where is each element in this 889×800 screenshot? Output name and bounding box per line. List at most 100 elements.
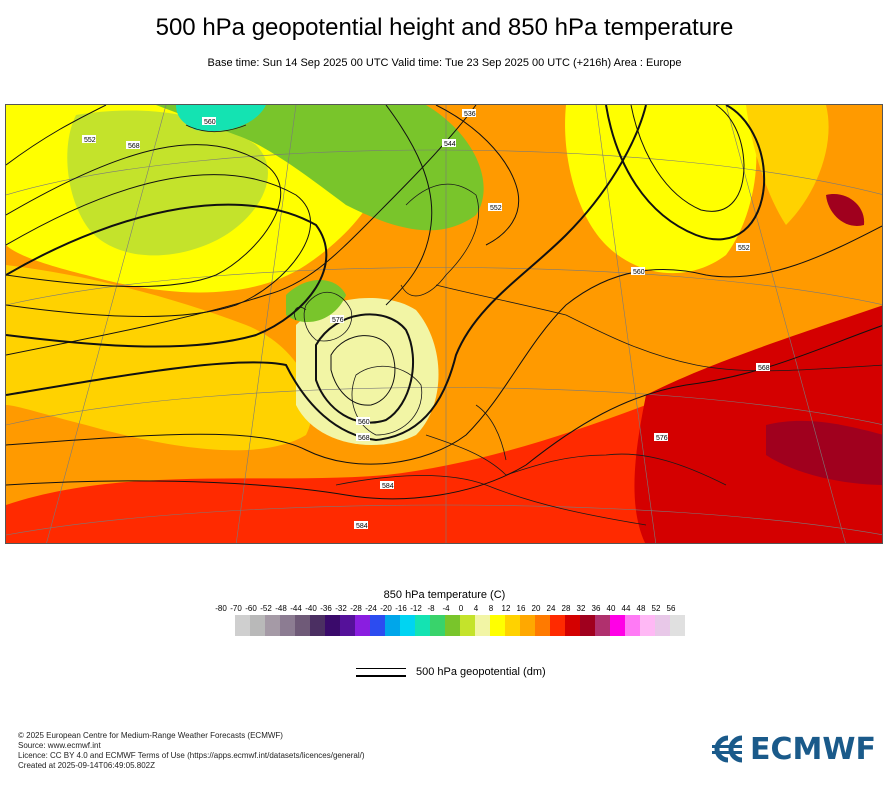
colorbar-swatch [385, 615, 400, 636]
colorbar-tick-label: -24 [365, 604, 377, 613]
temperature-legend-title: 850 hPa temperature (C) [383, 589, 506, 601]
colorbar-swatch [595, 615, 610, 636]
colorbar-swatch [490, 615, 505, 636]
colorbar-swatch [400, 615, 415, 636]
colorbar-tick-label: 8 [488, 604, 494, 613]
contour-label: 560 [202, 117, 216, 126]
temperature-legend-ticks: -80 -70 -60 -52 -48 -44 -40 -36 -32 -28 -24 -20 -16-… [0, 604, 889, 616]
colorbar-swatch [475, 615, 490, 636]
colorbar-tick-label: -70 [230, 604, 242, 613]
colorbar-swatch [565, 615, 580, 636]
contour-label: 536 [462, 109, 476, 118]
temp-field-pale-trough [296, 298, 439, 445]
colorbar-tick-label: 16 [516, 604, 526, 613]
temp-field-green-uk [286, 280, 346, 323]
colorbar-tick-label: -4 [442, 604, 450, 613]
contour-label: 552 [736, 243, 750, 252]
colorbar-swatch [370, 615, 385, 636]
colorbar-swatch [505, 615, 520, 636]
map-canvas: 552 576 584 568 560 544 536 552 560 568 … [6, 105, 882, 543]
svg-text:560: 560 [358, 419, 370, 426]
colorbar-tick-label: 24 [546, 604, 556, 613]
svg-text:536: 536 [464, 111, 476, 118]
contour-label: 576 [654, 433, 668, 442]
colorbar-tick-label: -80 [215, 604, 227, 613]
contour-label: 584 [380, 481, 394, 490]
colorbar-tick-label: 40 [606, 604, 616, 613]
contour-label: 560 [356, 417, 370, 426]
colorbar-swatch [460, 615, 475, 636]
ecmwf-logo-icon [712, 735, 743, 763]
colorbar-tick-label: -44 [290, 604, 302, 613]
colorbar-tick-label: 4 [473, 604, 479, 613]
temp-field-cyan [176, 105, 266, 132]
colorbar-swatch [310, 615, 325, 636]
colorbar-swatch [670, 615, 685, 636]
contour-label: 584 [354, 521, 368, 530]
chart-title: 500 hPa geopotential height and 850 hPa … [155, 14, 734, 41]
temperature-colorbar [235, 615, 685, 636]
footer-source[interactable]: Source: www.ecmwf.int [18, 741, 101, 750]
colorbar-tick-label: 28 [561, 604, 571, 613]
ecmwf-logo[interactable]: ECMWF [706, 731, 876, 767]
contour-label: 560 [631, 267, 645, 276]
colorbar-tick-label: -40 [305, 604, 317, 613]
colorbar-swatch [610, 615, 625, 636]
colorbar-tick-label: 44 [621, 604, 631, 613]
colorbar-swatch [655, 615, 670, 636]
contour-line-symbol [356, 665, 406, 679]
colorbar-tick-label: -12 [410, 604, 422, 613]
temp-field-darkred [634, 305, 882, 543]
weather-map[interactable]: 552 576 584 568 560 544 536 552 560 568 … [5, 104, 883, 544]
colorbar-tick-label: -48 [275, 604, 287, 613]
contour-label: 568 [126, 141, 140, 150]
colorbar-tick-label: 12 [501, 604, 511, 613]
colorbar-tick-label: 32 [576, 604, 586, 613]
colorbar-tick-label: -32 [335, 604, 347, 613]
svg-text:584: 584 [382, 483, 394, 490]
colorbar-swatch [250, 615, 265, 636]
geopotential-legend: 500 hPa geopotential (dm) [356, 664, 546, 680]
coastlines [185, 124, 882, 526]
svg-text:544: 544 [444, 141, 456, 148]
temp-field-amber-ne [746, 105, 829, 225]
colorbar-swatch [550, 615, 565, 636]
colorbar-tick-label: -60 [245, 604, 257, 613]
geopotential-contours [6, 105, 882, 500]
geopotential-legend-label: 500 hPa geopotential (dm) [416, 666, 546, 678]
contour-label: 568 [756, 363, 770, 372]
contour-label: 568 [356, 433, 370, 442]
colorbar-swatch [265, 615, 280, 636]
chart-subtitle: Base time: Sun 14 Sep 2025 00 UTC Valid … [207, 57, 682, 69]
colorbar-tick-label: 36 [591, 604, 601, 613]
colorbar-swatch [235, 615, 250, 636]
colorbar-swatch [430, 615, 445, 636]
footer-licence[interactable]: Licence: CC BY 4.0 and ECMWF Terms of Us… [18, 751, 365, 760]
svg-text:576: 576 [332, 317, 344, 324]
colorbar-tick-label: 20 [531, 604, 541, 613]
colorbar-tick-label: -16 [395, 604, 407, 613]
colorbar-swatch [355, 615, 370, 636]
colorbar-swatch [625, 615, 640, 636]
colorbar-swatch [580, 615, 595, 636]
colorbar-swatch [640, 615, 655, 636]
svg-text:560: 560 [204, 119, 216, 126]
svg-text:552: 552 [738, 245, 750, 252]
contour-label: 552 [82, 135, 96, 144]
colorbar-swatch [520, 615, 535, 636]
footer-copyright: © 2025 European Centre for Medium-Range … [18, 731, 283, 740]
footer-created: Created at 2025-09-14T06:49:05.802Z [18, 761, 155, 770]
colorbar-swatch [535, 615, 550, 636]
colorbar-tick-label: 52 [651, 604, 661, 613]
colorbar-swatch [415, 615, 430, 636]
temp-field-green [156, 105, 484, 231]
temp-field-maroon-ne [826, 194, 865, 226]
svg-text:552: 552 [84, 137, 96, 144]
colorbar-tick-label: -28 [350, 604, 362, 613]
svg-text:560: 560 [633, 269, 645, 276]
colorbar-swatch [445, 615, 460, 636]
temp-field-yellow-ne [565, 105, 757, 274]
ecmwf-logo-text: ECMWF [750, 731, 876, 767]
colorbar-tick-label: -52 [260, 604, 272, 613]
svg-text:584: 584 [356, 523, 368, 530]
